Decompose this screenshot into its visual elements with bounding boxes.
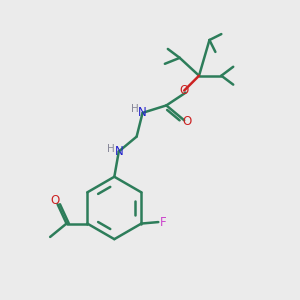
- Text: H: H: [106, 143, 114, 154]
- Text: H: H: [131, 104, 139, 114]
- Text: O: O: [182, 115, 191, 128]
- Text: O: O: [50, 194, 59, 207]
- Text: O: O: [180, 84, 189, 97]
- Text: N: N: [138, 106, 147, 119]
- Text: F: F: [160, 216, 167, 229]
- Text: N: N: [114, 145, 123, 158]
